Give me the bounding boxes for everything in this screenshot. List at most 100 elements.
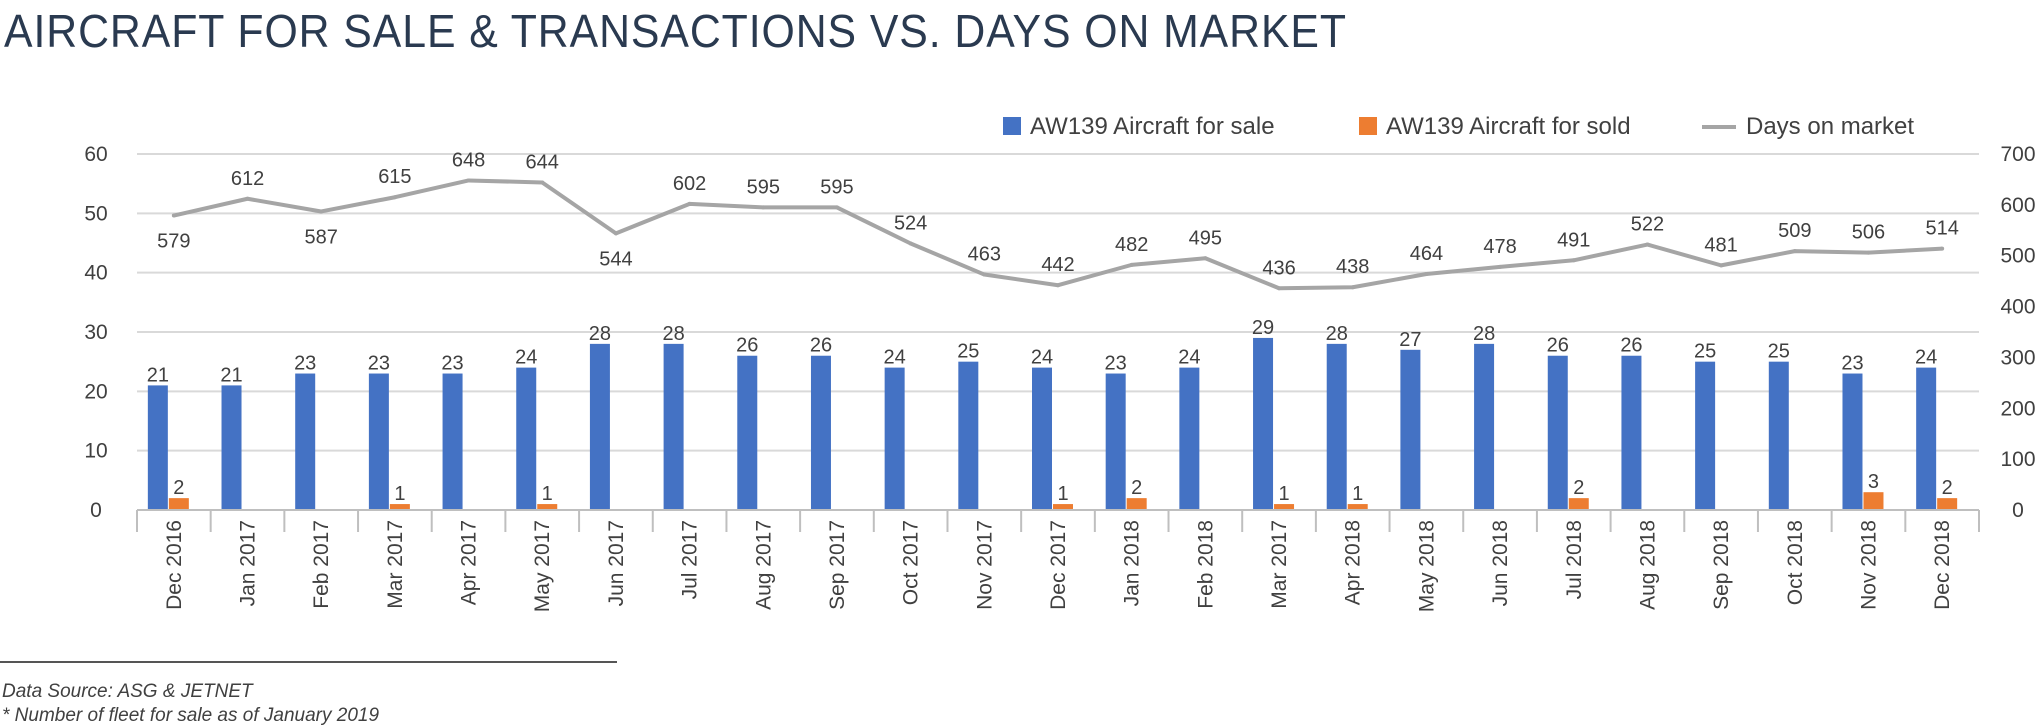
- bar-sold: [1863, 492, 1884, 510]
- days-on-market-label: 514: [1925, 218, 1958, 240]
- days-on-market-label: 464: [1410, 243, 1443, 265]
- x-tick-label: Mar 2017: [384, 520, 407, 609]
- bar-for-sale: [737, 355, 758, 510]
- bar-for-sale: [1032, 367, 1052, 510]
- days-on-market-point: [466, 178, 471, 183]
- bar-for-sale: [810, 355, 831, 510]
- bar-sold-label: 2: [1942, 477, 1953, 499]
- left-tick-label: 10: [84, 440, 107, 463]
- bar-for-sale: [1105, 373, 1126, 510]
- bar-for-sale-label: 21: [220, 364, 242, 386]
- days-on-market-point: [1498, 264, 1503, 269]
- bar-sold-label: 1: [394, 483, 405, 505]
- x-tick-label: Mar 2017: [1268, 520, 1291, 609]
- bar-for-sale-label: 26: [810, 335, 832, 357]
- right-tick-label: 100: [2000, 448, 2035, 471]
- bar-for-sale: [1179, 367, 1200, 510]
- bar-sold-label: 2: [173, 477, 184, 499]
- days-on-market-point: [1424, 272, 1429, 277]
- days-on-market-point: [1645, 242, 1650, 247]
- bar-for-sale-label: 24: [1178, 347, 1200, 369]
- bar-for-sale-label: 23: [294, 353, 316, 375]
- days-on-market-point: [1056, 283, 1060, 288]
- bar-sold-label: 1: [1352, 483, 1363, 505]
- days-on-market-label: 509: [1778, 220, 1811, 242]
- x-tick-label: Jan 2018: [1121, 520, 1144, 606]
- right-tick-label: 500: [2000, 245, 2035, 268]
- days-on-market-label: 644: [526, 151, 559, 173]
- bar-for-sale-label: 23: [1841, 353, 1863, 375]
- left-tick-label: 30: [84, 321, 107, 344]
- days-on-market-label: 544: [599, 248, 632, 270]
- days-on-market-label: 522: [1631, 214, 1664, 236]
- days-on-market-label: 442: [1041, 254, 1074, 276]
- days-on-market-label: 478: [1483, 236, 1516, 258]
- legend-swatch-for-sale: [1003, 117, 1021, 135]
- x-tick-label: Sep 2018: [1710, 520, 1733, 610]
- days-on-market-point: [687, 201, 692, 206]
- bar-for-sale: [958, 361, 979, 510]
- bar-for-sale-label: 24: [1915, 347, 1937, 369]
- days-on-market-label: 602: [673, 173, 706, 195]
- bar-sold: [168, 498, 189, 510]
- left-tick-label: 0: [90, 499, 102, 522]
- legend-label-days: Days on market: [1746, 113, 1914, 140]
- x-tick-label: Jan 2017: [237, 520, 260, 606]
- line-series: 579 612 587 615 648 644 544 602 595 595 524 463 442 4…: [157, 149, 1959, 291]
- bar-for-sale-label: 29: [1252, 317, 1274, 339]
- bar-for-sale-label: 28: [1326, 323, 1348, 345]
- days-on-market-point: [171, 213, 176, 218]
- days-on-market-label: 436: [1262, 257, 1295, 279]
- bar-for-sale-label: 25: [1694, 341, 1716, 363]
- x-tick-label: Jul 2017: [679, 520, 702, 599]
- days-on-market-label: 481: [1704, 234, 1737, 256]
- bar-for-sale: [1842, 373, 1863, 510]
- bar-for-sale: [1400, 349, 1421, 510]
- left-tick-label: 60: [84, 143, 107, 166]
- days-on-market-point: [982, 272, 987, 277]
- right-tick-label: 400: [2000, 296, 2035, 319]
- days-on-market-label: 524: [894, 213, 927, 235]
- days-on-market-label: 495: [1189, 227, 1222, 249]
- days-on-market-label: 595: [747, 176, 780, 198]
- bar-for-sale: [1916, 367, 1937, 510]
- bar-for-sale-label: 25: [1768, 341, 1790, 363]
- x-tick-label: Nov 2017: [973, 520, 996, 610]
- right-tick-label: 0: [2012, 499, 2024, 522]
- x-tick-label: Jul 2018: [1563, 520, 1586, 599]
- days-on-market-label: 463: [968, 244, 1001, 266]
- bar-for-sale: [1547, 355, 1568, 510]
- bar-sold: [1937, 498, 1958, 510]
- bar-for-sale: [516, 367, 537, 510]
- x-tick-label: Apr 2018: [1342, 520, 1365, 605]
- x-tick-label: Oct 2017: [900, 520, 923, 605]
- bar-for-sale: [1695, 361, 1716, 510]
- right-tick-label: 300: [2000, 346, 2035, 369]
- days-on-market-point: [613, 231, 618, 236]
- days-on-market-label: 482: [1115, 234, 1148, 256]
- days-on-market-point: [1203, 256, 1208, 261]
- left-tick-label: 40: [84, 262, 107, 285]
- days-on-market-point: [908, 241, 913, 246]
- legend-label-for-sale: AW139 Aircraft for sale: [1030, 113, 1275, 140]
- bar-for-sale: [1768, 361, 1789, 510]
- bar-for-sale-label: 23: [441, 353, 463, 375]
- x-tick-label: Apr 2017: [458, 520, 481, 605]
- fleet-footnote: * Number of fleet for sale as of January…: [2, 705, 380, 726]
- x-tick-label: Dec 2017: [1047, 520, 1070, 610]
- bar-for-sale-label: 26: [736, 335, 758, 357]
- x-tick-label: May 2018: [1415, 520, 1438, 612]
- days-on-market-point: [1719, 263, 1724, 268]
- bar-for-sale-label: 25: [957, 341, 979, 363]
- days-on-market-label: 587: [305, 226, 338, 248]
- days-on-market-point: [1866, 250, 1871, 255]
- days-on-market-label: 438: [1336, 256, 1369, 278]
- x-tick-label: Aug 2018: [1636, 520, 1659, 610]
- bar-for-sale-label: 28: [1473, 323, 1495, 345]
- x-tick-label: Sep 2017: [826, 520, 849, 610]
- right-tick-label: 200: [2000, 397, 2035, 420]
- days-on-market-point: [1940, 246, 1945, 251]
- bar-for-sale-label: 23: [1105, 353, 1127, 375]
- right-tick-label: 700: [2000, 143, 2035, 166]
